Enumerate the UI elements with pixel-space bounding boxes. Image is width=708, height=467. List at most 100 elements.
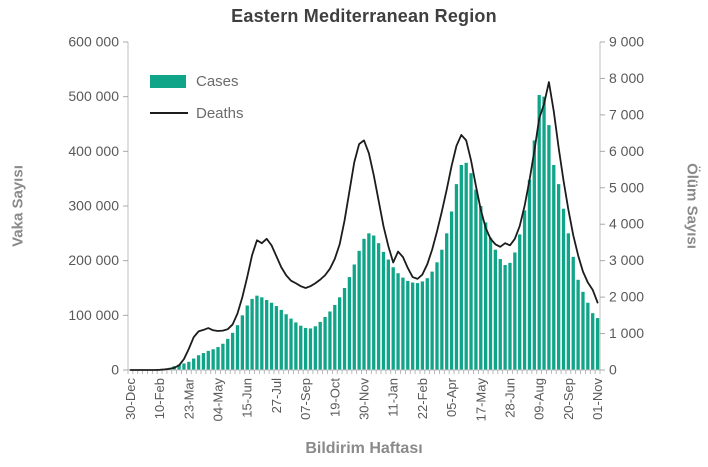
- cases-bar: [274, 306, 279, 370]
- cases-bar: [187, 361, 191, 370]
- left-axis-tick-label: 100 000: [68, 307, 119, 323]
- cases-bar: [406, 280, 410, 370]
- cases-bar: [367, 233, 371, 370]
- cases-bar: [401, 277, 405, 370]
- cases-bar: [201, 353, 206, 370]
- cases-bar: [586, 302, 590, 370]
- cases-bar: [581, 291, 585, 370]
- cases-bar: [284, 314, 288, 370]
- cases-bar: [595, 318, 600, 370]
- right-axis-title: Ölüm Sayısı: [683, 163, 701, 249]
- left-axis-tick-label: 400 000: [68, 143, 119, 159]
- left-axis-tick-label: 300 000: [68, 198, 119, 214]
- cases-bar: [362, 238, 366, 370]
- cases-bar: [522, 210, 527, 370]
- legend-item-deaths: Deaths: [150, 100, 244, 126]
- cases-bar: [527, 179, 532, 370]
- cases-bar: [303, 327, 308, 370]
- cases-bar: [386, 259, 390, 370]
- right-axis-tick-label: 4 000: [609, 216, 644, 232]
- cases-bar: [376, 243, 381, 370]
- x-axis-tick-label: 20-Sep: [561, 378, 576, 420]
- cases-bar: [211, 349, 215, 370]
- x-axis-tick-label: 07-Sep: [298, 378, 313, 420]
- cases-bar: [260, 297, 264, 370]
- cases-bar: [177, 364, 181, 370]
- x-axis-tick-label: 23-Mar: [181, 377, 196, 419]
- cases-bar: [474, 189, 478, 370]
- left-axis-tick-label: 200 000: [68, 252, 119, 268]
- cases-bar: [240, 315, 244, 370]
- cases-bar: [342, 288, 347, 370]
- cases-bar: [479, 206, 483, 370]
- x-axis-tick-label: 30-Dec: [123, 378, 138, 420]
- cases-bar: [532, 140, 536, 370]
- cases-legend-swatch: [150, 74, 186, 88]
- cases-bar: [513, 252, 517, 370]
- right-axis-tick-label: 0: [609, 362, 617, 378]
- cases-legend-label: Cases: [196, 72, 239, 90]
- x-axis-tick-label: 27-Jul: [269, 378, 284, 414]
- cases-bar: [571, 256, 575, 370]
- cases-bar: [561, 208, 566, 370]
- cases-bar: [265, 300, 269, 370]
- x-axis-title: Bildirim Haftası: [305, 440, 423, 457]
- cases-bar: [318, 321, 322, 370]
- cases-bar: [230, 332, 235, 370]
- cases-bar: [269, 302, 274, 370]
- left-axis-title: Vaka Sayısı: [9, 165, 27, 247]
- cases-bar: [308, 328, 313, 370]
- cases-bar: [250, 298, 254, 370]
- cases-bar: [338, 297, 342, 370]
- cases-bar: [415, 283, 420, 370]
- x-axis-tick-label: 17-May: [473, 378, 488, 422]
- left-axis-tick-label: 0: [111, 362, 119, 378]
- cases-bar: [464, 162, 468, 370]
- cases-bar: [206, 350, 210, 370]
- cases-bar: [503, 265, 507, 370]
- cases-bar: [445, 233, 449, 370]
- cases-bar: [279, 309, 283, 370]
- cases-bar: [542, 96, 546, 371]
- cases-bar: [556, 184, 561, 370]
- x-axis-tick-label: 19-Oct: [327, 378, 342, 417]
- right-axis-tick-label: 6 000: [609, 143, 644, 159]
- x-axis-tick-label: 28-Jun: [503, 378, 518, 418]
- x-axis-tick-label: 01-Nov: [590, 378, 605, 420]
- right-axis-tick-label: 2 000: [609, 289, 644, 305]
- cases-bar: [216, 347, 220, 370]
- deaths-line: [129, 81, 599, 371]
- cases-bar: [508, 262, 512, 370]
- cases-bar: [488, 237, 493, 370]
- left-axis-tick-label: 600 000: [68, 34, 119, 50]
- cases-bar: [552, 165, 556, 370]
- cases-bar: [226, 338, 230, 370]
- cases-bar: [289, 318, 293, 370]
- cases-bar: [484, 222, 488, 370]
- cases-bar: [430, 271, 434, 370]
- cases-bar: [425, 278, 429, 370]
- cases-bar: [547, 125, 551, 370]
- cases-bar: [381, 251, 386, 370]
- cases-bar: [192, 358, 196, 370]
- right-axis-tick-label: 8 000: [609, 70, 644, 86]
- cases-bar: [420, 281, 425, 370]
- cases-bar: [454, 184, 459, 370]
- x-axis-tick-label: 22-Feb: [415, 378, 430, 419]
- cases-bar: [396, 273, 400, 370]
- cases-bar: [255, 295, 259, 370]
- cases-bar: [576, 279, 580, 370]
- right-axis-tick-label: 7 000: [609, 106, 644, 122]
- right-axis-tick-label: 3 000: [609, 252, 644, 268]
- right-axis-tick-label: 1 000: [609, 325, 644, 341]
- left-axis-tick-label: 500 000: [68, 88, 119, 104]
- cases-bar: [182, 363, 186, 370]
- x-axis-tick-label: 09-Aug: [532, 378, 547, 420]
- chart-title: Eastern Mediterranean Region: [231, 6, 497, 26]
- cases-bar: [196, 355, 201, 370]
- right-axis-tick-label: 9 000: [609, 34, 644, 50]
- cases-bar: [459, 165, 463, 370]
- cases-bar: [537, 95, 541, 370]
